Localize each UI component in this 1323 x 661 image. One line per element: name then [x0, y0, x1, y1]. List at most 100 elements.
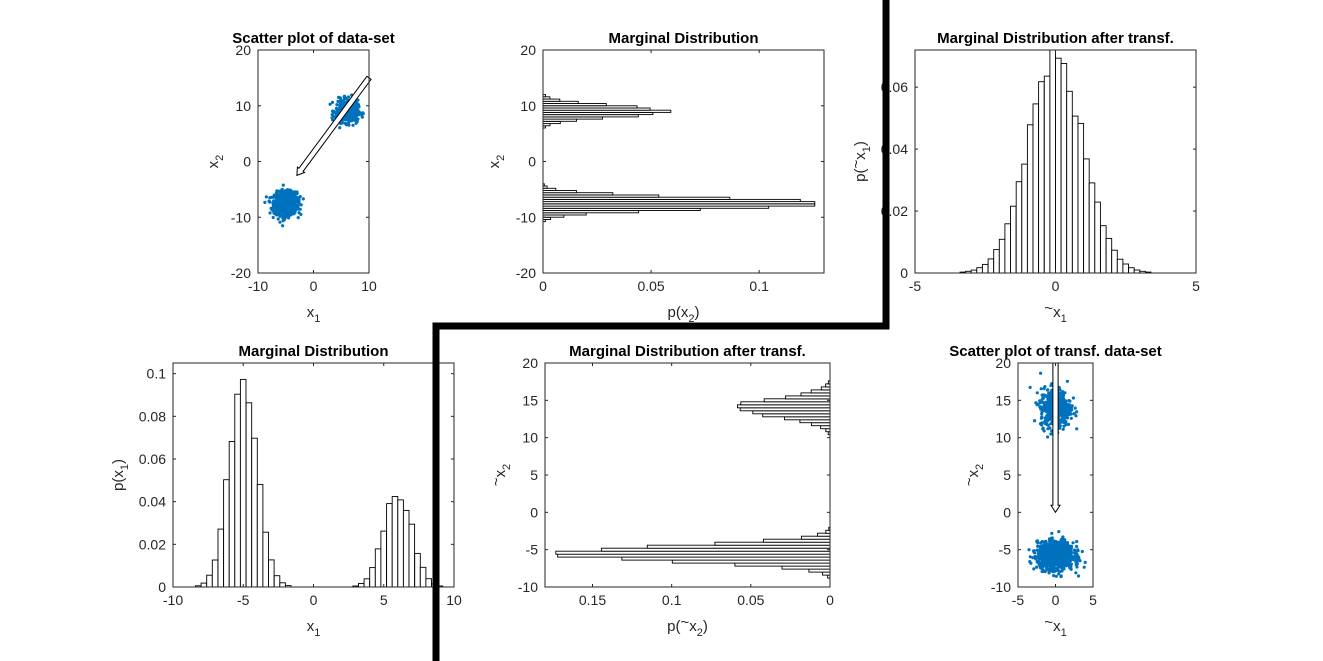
ylabel-text: x — [492, 469, 509, 477]
scatter-point — [1044, 422, 1048, 426]
scatter-point — [1058, 395, 1062, 399]
histogram-bar — [808, 568, 830, 573]
chart-title: Scatter plot of transf. data-set — [949, 343, 1162, 360]
y-tick-label: 10 — [520, 98, 536, 114]
scatter-point — [1056, 543, 1060, 547]
x-tick-label: 0 — [539, 278, 547, 294]
scatter-point — [1075, 544, 1079, 549]
scatter-point — [1047, 391, 1051, 395]
x-axis-label: p(~x2) — [667, 614, 708, 639]
histogram-bar — [543, 185, 548, 189]
scatter-point — [1059, 575, 1063, 579]
scatter-point — [338, 126, 342, 130]
scatter-point — [354, 121, 358, 125]
scatter-point — [359, 112, 363, 116]
xlabel-text: x — [307, 304, 315, 321]
scatter-point — [297, 211, 301, 215]
xlabel-sub: 1 — [1061, 313, 1067, 325]
scatter-point — [356, 98, 360, 102]
scatter-point — [284, 196, 288, 200]
histogram-bar — [217, 528, 225, 587]
scatter-point — [1057, 530, 1061, 534]
scatter-point — [1064, 415, 1068, 419]
scatter-point — [1060, 393, 1064, 397]
histogram-bar — [825, 529, 830, 534]
scatter-point — [1067, 411, 1071, 415]
scatter-point — [1061, 540, 1065, 544]
scatter-point — [1029, 561, 1033, 565]
scatter-point — [1061, 390, 1065, 394]
scatter-point — [1074, 414, 1078, 418]
histogram-bar — [993, 249, 1000, 273]
scatter-point — [1058, 426, 1062, 430]
divider-line — [432, 0, 890, 661]
scatter-point — [1046, 549, 1050, 553]
y-tick-label: 0 — [243, 154, 251, 170]
scatter-point — [1065, 556, 1069, 561]
y-tick-label: 10 — [235, 98, 251, 114]
x-axis-label: ~x1 — [1044, 614, 1066, 639]
histogram-bar — [1021, 163, 1028, 273]
scatter-point — [1035, 565, 1039, 569]
xlabel-sub: 1 — [1061, 627, 1067, 639]
scatter-point — [290, 204, 295, 208]
scatter-point — [1052, 565, 1056, 569]
scatter-point — [1042, 393, 1046, 397]
scatter-point — [1048, 404, 1052, 408]
scatter-point — [1060, 401, 1064, 405]
scatter-point — [281, 195, 285, 199]
scatter-point — [272, 211, 276, 215]
scatter-point — [283, 208, 287, 212]
histogram-bar — [1122, 263, 1129, 273]
scatter-point — [351, 104, 355, 108]
scatter-point — [1035, 403, 1039, 407]
scatter-point — [278, 193, 282, 197]
scatter-point — [1040, 415, 1044, 419]
scatter-point — [1056, 548, 1060, 552]
histogram-bar — [543, 187, 557, 191]
histogram-bar — [256, 483, 264, 587]
scatter-point — [1045, 410, 1049, 414]
scatter-point — [290, 210, 294, 214]
scatter-point — [288, 196, 292, 201]
ylabel-end: ) — [852, 141, 869, 146]
x-tick-label: 5 — [380, 592, 388, 608]
x-tick-label: 5 — [1089, 592, 1097, 608]
scatter-point — [1072, 412, 1076, 416]
scatter-point — [1052, 546, 1056, 550]
scatter-point — [1043, 419, 1047, 423]
scatter-point — [1039, 541, 1043, 545]
scatter-point — [1073, 554, 1077, 558]
y-tick-label: 0 — [900, 265, 908, 281]
scatter-point — [1082, 565, 1086, 569]
scatter-point — [1045, 567, 1049, 571]
histogram-bar — [234, 393, 241, 587]
histogram-bar — [998, 238, 1006, 273]
y-tick-label: -10 — [518, 579, 538, 595]
scatter-point — [1069, 549, 1073, 554]
scatter-point — [267, 199, 271, 203]
scatter-point — [284, 200, 288, 204]
scatter-point — [276, 217, 280, 221]
scatter-point — [1035, 560, 1039, 564]
y-tick-label: 0.08 — [139, 408, 166, 424]
x-tick-label: -10 — [163, 592, 183, 608]
scatter-point — [338, 105, 342, 109]
scatter-point — [1053, 551, 1057, 555]
xlabel-text: x — [307, 618, 315, 635]
histogram-bar — [820, 386, 830, 391]
histogram-bar — [1055, 57, 1062, 273]
scatter-point — [1044, 560, 1048, 564]
scatter-point — [1028, 385, 1032, 389]
ylabel-tilde: ~ — [848, 160, 865, 169]
chart-title: Marginal Distribution after transf. — [937, 30, 1174, 47]
scatter-point — [342, 95, 346, 99]
histogram-bar — [419, 566, 427, 587]
scatter-point — [1039, 548, 1043, 552]
scatter-point — [1046, 388, 1050, 392]
histogram-bar — [762, 538, 830, 543]
histogram-bar — [228, 441, 236, 587]
plot-marks — [959, 50, 1152, 273]
marginal-transformed-x2-plot: 0.15 0.1 0.05 0 -10 -5 0 5 10 15 20 Marginal Distri… — [488, 343, 834, 639]
scatter-point — [275, 201, 279, 206]
